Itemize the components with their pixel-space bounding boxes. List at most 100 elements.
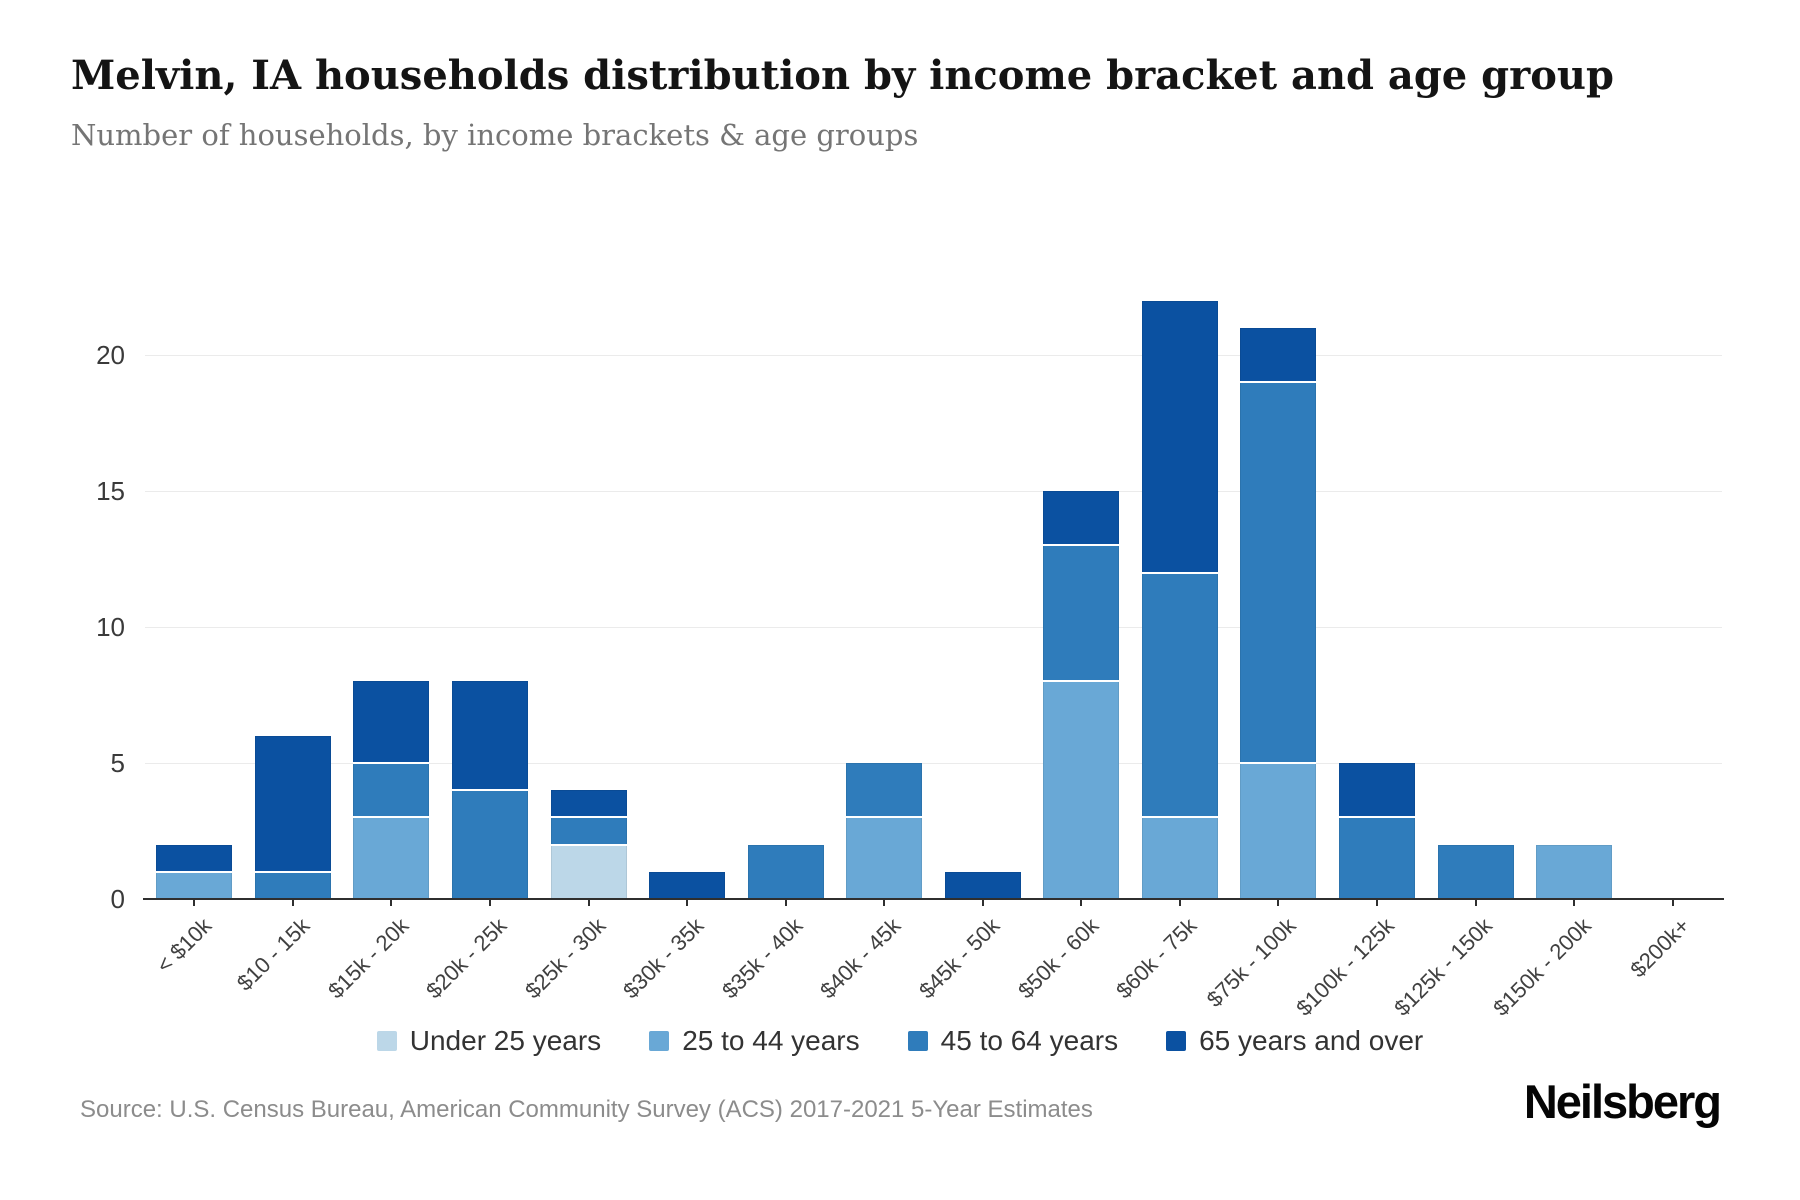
x-tick-label: $25k - 30k — [519, 913, 611, 1004]
bar-segment[interactable] — [353, 817, 430, 899]
y-tick-label: 0 — [110, 884, 125, 914]
legend-label: 25 to 44 years — [682, 1025, 860, 1056]
bar-segment[interactable] — [1240, 763, 1317, 899]
bar-segment[interactable] — [1141, 300, 1218, 573]
legend-item-25-to-44-years[interactable]: 25 to 44 years — [649, 1025, 860, 1057]
x-tick — [488, 899, 491, 906]
legend-label: Under 25 years — [409, 1025, 602, 1056]
segment-separator — [550, 816, 627, 819]
segment-separator — [1141, 816, 1218, 819]
bar-segment[interactable] — [353, 763, 430, 818]
x-tick — [784, 899, 787, 906]
bar-$50k - 60k[interactable] — [1043, 287, 1120, 899]
legend-swatch — [1166, 1031, 1187, 1051]
bar-segment[interactable] — [254, 871, 331, 899]
x-tick-label: $75k - 100k — [1201, 913, 1301, 1012]
y-tick-label: 5 — [110, 748, 125, 778]
segment-separator — [353, 762, 430, 764]
x-tick — [883, 899, 886, 906]
bar-segment[interactable] — [254, 735, 331, 872]
bar-$20k - 25k[interactable] — [451, 287, 528, 899]
bar-segment[interactable] — [649, 871, 726, 899]
bar-segment[interactable] — [1339, 763, 1416, 818]
bar-segment[interactable] — [944, 871, 1021, 899]
bar-segment[interactable] — [1240, 327, 1317, 383]
x-tick — [193, 899, 196, 906]
bar-segment[interactable] — [1437, 844, 1514, 899]
segment-separator — [550, 843, 627, 846]
segment-separator — [156, 870, 233, 873]
bar-$60k - 75k[interactable] — [1141, 287, 1218, 899]
bar-$150k - 200k[interactable] — [1536, 287, 1613, 899]
bar-segment[interactable] — [353, 681, 430, 763]
x-tick-label: $100k - 125k — [1291, 913, 1399, 1021]
x-tick — [390, 899, 393, 906]
bar-segment[interactable] — [747, 844, 824, 899]
bar-segment[interactable] — [1141, 572, 1218, 818]
x-tick-label: $125k - 150k — [1389, 913, 1498, 1021]
segment-separator — [1240, 762, 1317, 764]
bar-$30k - 35k[interactable] — [649, 287, 726, 899]
legend-item-45-to-64-years[interactable]: 45 to 64 years — [907, 1025, 1119, 1057]
segment-separator — [1043, 680, 1120, 683]
segment-separator — [1339, 816, 1416, 819]
x-tick-label: $50k - 60k — [1012, 913, 1104, 1004]
bar-< $10k[interactable] — [156, 287, 233, 899]
bar-segment[interactable] — [1339, 817, 1416, 899]
x-tick-label: $45k - 50k — [914, 913, 1005, 1004]
bar-$100k - 125k[interactable] — [1339, 287, 1416, 899]
bar-segment[interactable] — [1043, 491, 1120, 546]
legend-item-65-years-and-over[interactable]: 65 years and over — [1166, 1025, 1423, 1057]
x-tick-label: $200k+ — [1625, 913, 1695, 983]
x-tick-label: $20k - 25k — [421, 913, 512, 1004]
bar-$75k - 100k[interactable] — [1240, 287, 1317, 899]
y-tick-label: 15 — [96, 476, 125, 506]
x-tick-label: $10 - 15k — [231, 913, 315, 996]
x-tick — [1277, 899, 1280, 906]
x-tick — [1080, 899, 1083, 906]
gridline — [145, 626, 1722, 628]
bar-segment[interactable] — [1240, 382, 1317, 763]
gridline — [145, 354, 1722, 356]
x-tick — [1178, 899, 1181, 906]
bar-segment[interactable] — [1043, 681, 1120, 899]
bar-$200k+[interactable] — [1635, 287, 1711, 899]
bar-$35k - 40k[interactable] — [747, 287, 824, 899]
bar-$15k - 20k[interactable] — [353, 287, 430, 899]
bar-segment[interactable] — [451, 681, 528, 791]
bar-segment[interactable] — [451, 790, 528, 899]
bar-segment[interactable] — [846, 763, 923, 818]
bar-$45k - 50k[interactable] — [944, 287, 1021, 899]
legend-item-under-25-years[interactable]: Under 25 years — [376, 1025, 602, 1057]
bar-segment[interactable] — [156, 844, 233, 872]
bar-segment[interactable] — [550, 790, 627, 818]
bar-segment[interactable] — [550, 844, 627, 899]
bar-$40k - 45k[interactable] — [846, 287, 923, 899]
bar-segment[interactable] — [1141, 817, 1218, 899]
legend-label: 45 to 64 years — [940, 1025, 1119, 1056]
bar-segment[interactable] — [1536, 844, 1613, 899]
bar-segment[interactable] — [846, 817, 923, 899]
source-text: Source: U.S. Census Bureau, American Com… — [80, 1096, 1093, 1123]
bar-segment[interactable] — [550, 817, 627, 845]
legend-label: 65 years and over — [1199, 1025, 1424, 1056]
x-tick — [291, 899, 294, 906]
y-tick-label: 20 — [96, 340, 125, 370]
segment-separator — [353, 816, 430, 819]
gridline — [145, 762, 1722, 764]
y-tick-label: 10 — [96, 612, 125, 642]
x-tick — [981, 899, 984, 906]
bar-$10 - 15k[interactable] — [254, 287, 331, 899]
bar-segment[interactable] — [1043, 545, 1120, 682]
bar-segment[interactable] — [156, 871, 233, 899]
bar-$125k - 150k[interactable] — [1437, 287, 1514, 899]
segment-separator — [1043, 544, 1120, 547]
segment-separator — [451, 789, 528, 792]
legend-swatch — [649, 1031, 670, 1051]
x-tick — [1573, 899, 1576, 906]
chart-legend: Under 25 years 25 to 44 years 45 to 64 yea… — [0, 1018, 1800, 1064]
bar-$25k - 30k[interactable] — [550, 287, 627, 899]
x-axis-line — [143, 898, 1724, 900]
x-tick — [587, 899, 590, 906]
